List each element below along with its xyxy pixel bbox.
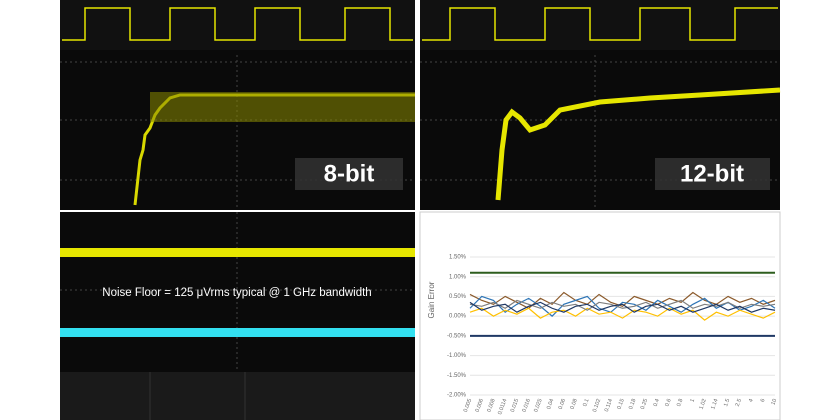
bit-label: 8-bit: [324, 160, 375, 187]
step-wave: [495, 87, 781, 201]
x-tick-label: 0.016: [522, 398, 532, 413]
series-line: [469, 295, 776, 317]
x-tick-label: 0.102: [592, 398, 602, 413]
square-wave: [62, 7, 413, 41]
series-line: [469, 299, 776, 311]
x-tick-label: 4: [748, 398, 755, 403]
x-tick-label: 0.25: [640, 398, 649, 410]
noise-trace: [60, 328, 415, 337]
series-line: [469, 307, 776, 321]
x-tick-label: 0.1: [582, 398, 590, 407]
x-tick-label: 1.14: [710, 398, 719, 410]
x-tick-label: 0.4: [653, 398, 661, 407]
series-line: [469, 301, 776, 313]
x-tick-label: 2.5: [735, 398, 743, 407]
x-tick-label: 0.006: [475, 398, 485, 413]
x-tick-label: 1.5: [723, 398, 731, 407]
caption: Noise Floor = 125 μVrms typical @ 1 GHz …: [102, 287, 371, 299]
x-tick-label: 0.008: [486, 398, 496, 413]
noise-trace: [60, 248, 415, 257]
measurement-table: [60, 372, 415, 420]
x-tick-label: 0.06: [558, 398, 567, 410]
x-tick-label: 0.8: [676, 398, 684, 407]
x-tick-label: 0.025: [533, 398, 543, 413]
series-line: [469, 291, 776, 309]
y-tick-label: -2.00%: [447, 393, 467, 399]
x-tick-label: 6: [760, 398, 767, 403]
x-tick-label: 0.04: [546, 398, 555, 410]
y-tick-label: 0.50%: [449, 294, 467, 300]
y-tick-label: 1.50%: [449, 255, 467, 261]
x-tick-label: 0.6: [664, 398, 672, 407]
square-wave: [422, 7, 778, 41]
y-tick-label: -1.00%: [447, 353, 467, 359]
x-tick-label: 0.114: [604, 398, 614, 413]
y-tick-label: 0.00%: [449, 314, 467, 320]
y-tick-label: 1.00%: [449, 274, 467, 280]
x-tick-label: 10: [771, 398, 779, 406]
bit-label: 12-bit: [680, 160, 744, 187]
x-tick-label: 1: [689, 398, 696, 403]
y-axis-label: Gain Error: [427, 281, 436, 318]
x-tick-label: 0.15: [616, 398, 625, 410]
x-tick-label: 0.015: [510, 398, 520, 413]
x-tick-label: 0.08: [570, 398, 579, 410]
label-box: [295, 158, 403, 190]
y-tick-label: -1.50%: [447, 373, 467, 379]
y-tick-label: -0.50%: [447, 333, 467, 339]
x-tick-label: 0.005: [463, 398, 473, 413]
x-tick-label: 1.02: [699, 398, 708, 410]
x-tick-label: 0.0114: [497, 398, 508, 415]
label-box: [655, 158, 770, 190]
quantization-band: [150, 92, 415, 122]
x-tick-label: 0.18: [628, 398, 637, 410]
